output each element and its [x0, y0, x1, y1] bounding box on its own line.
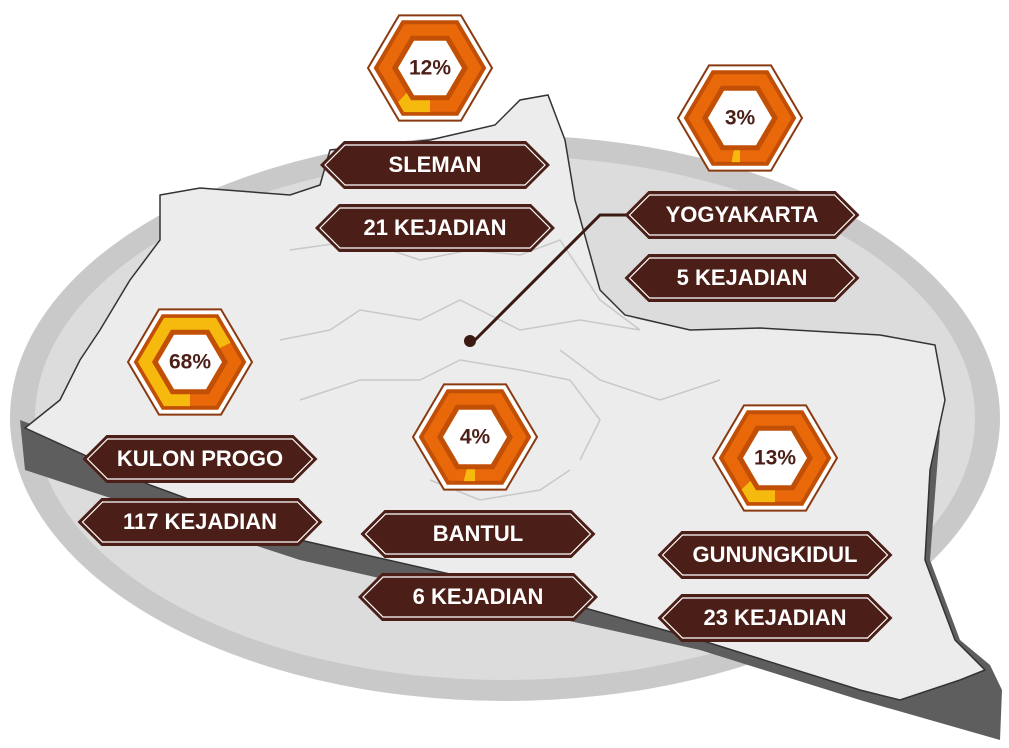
incident-count: 23 KEJADIAN — [703, 605, 846, 630]
leader-line — [473, 213, 630, 342]
region-name: SLEMAN — [389, 152, 482, 177]
percent-label: 12% — [409, 57, 451, 80]
incident-count-box — [315, 204, 555, 252]
hex-center — [443, 409, 507, 465]
incident-count: 21 KEJADIAN — [363, 215, 506, 240]
hex-center — [708, 90, 772, 146]
region-name-box-line — [628, 194, 856, 236]
incident-count-box — [358, 573, 598, 621]
hex-center — [398, 40, 462, 96]
region-name: BANTUL — [433, 521, 523, 546]
region-name: YOGYAKARTA — [666, 202, 819, 227]
region-name-box — [320, 141, 550, 189]
region-name-box-line — [661, 534, 889, 576]
incident-count-box-line — [628, 257, 856, 299]
incident-count-box-line — [81, 501, 319, 543]
percent-label: 3% — [725, 107, 756, 130]
incident-count: 117 KEJADIAN — [123, 509, 277, 534]
region-name-box — [657, 531, 893, 579]
incident-count: 6 KEJADIAN — [413, 584, 544, 609]
incident-count-box-line — [362, 576, 594, 618]
region-name: KULON PROGO — [117, 446, 283, 471]
percent-label: 68% — [169, 351, 211, 374]
region-name-box-line — [86, 438, 314, 480]
incident-count-box-line — [319, 207, 551, 249]
region-name: GUNUNGKIDUL — [693, 542, 858, 567]
percent-label: 4% — [460, 426, 491, 449]
city-marker — [464, 335, 476, 347]
incident-count-box — [624, 254, 860, 302]
region-name-box — [360, 510, 596, 558]
incident-count-box-line — [661, 597, 889, 639]
regency-borders — [279, 239, 721, 501]
hex-center — [158, 334, 222, 390]
hex-center — [743, 430, 807, 486]
region-name-box — [624, 191, 860, 239]
region-name-box — [82, 435, 318, 483]
incident-count-box — [657, 594, 893, 642]
incident-count-box — [77, 498, 323, 546]
region-name-box-line — [324, 144, 546, 186]
percent-label: 13% — [754, 447, 796, 470]
region-name-box-line — [364, 513, 592, 555]
incident-count: 5 KEJADIAN — [677, 265, 808, 290]
